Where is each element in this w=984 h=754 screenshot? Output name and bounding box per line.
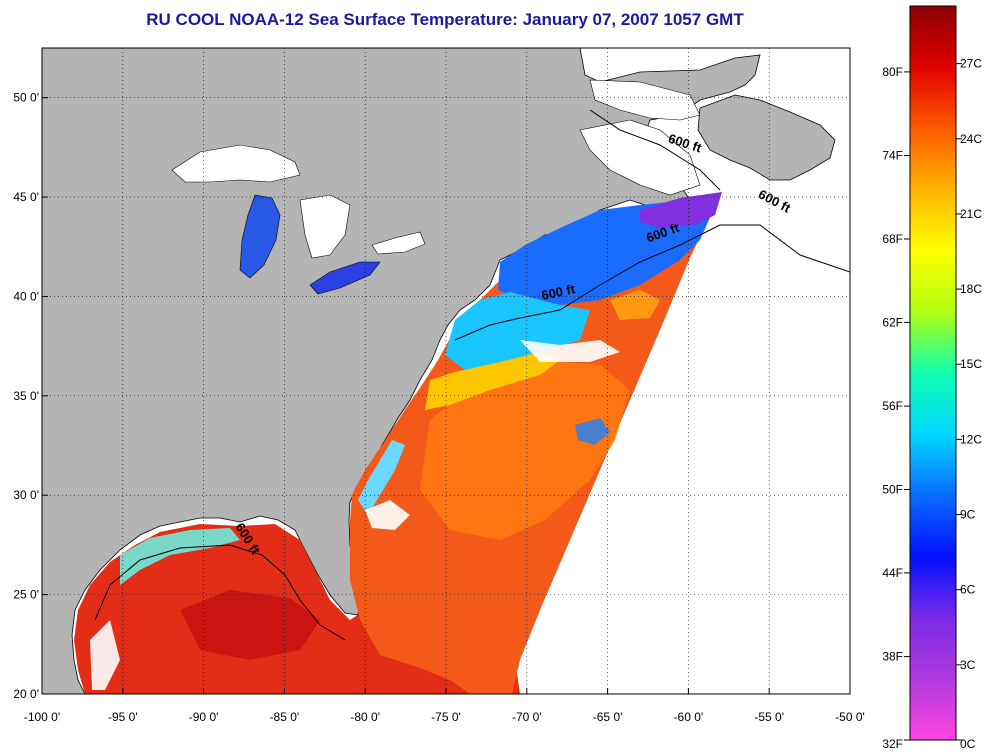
sst-slope-green	[425, 352, 560, 410]
lon-tick-label: -85 0'	[270, 710, 300, 724]
land-north-america	[42, 48, 761, 694]
land-newfoundland	[697, 94, 836, 181]
lake-michigan	[239, 194, 281, 279]
colorbar-f-label: 50F	[882, 482, 903, 496]
lon-tick-label: -50 0'	[835, 710, 865, 724]
colorbar-c-label: 24C	[960, 132, 982, 146]
sst-eddy-orange	[610, 290, 660, 320]
lake-huron	[299, 194, 351, 259]
sst-cloud-patch-1	[520, 340, 620, 362]
lat-tick-label: 45 0'	[13, 190, 39, 204]
hudson-bay-ice	[589, 79, 701, 121]
bathymetry-contour-600ft-stlawrence	[589, 109, 721, 191]
lon-tick-label: -75 0'	[431, 710, 461, 724]
lon-tick-label: -95 0'	[108, 710, 138, 724]
colorbar-c-label: 27C	[960, 57, 982, 71]
lake-superior	[171, 144, 301, 183]
colorbar-f-label: 56F	[882, 399, 903, 413]
colorbar-c-label: 12C	[960, 432, 982, 446]
sst-cloud-patch-3	[90, 620, 120, 690]
colorbar-f-label: 38F	[882, 650, 903, 664]
latitude-axis: 20 0' 25 0' 30 0' 35 0' 40 0' 45 0' 50 0'	[13, 91, 48, 701]
colorbar	[909, 5, 957, 741]
colorbar-c-label: 21C	[960, 207, 982, 221]
map-layers	[42, 48, 850, 694]
lon-tick-label: -100 0'	[24, 710, 60, 724]
colorbar-c-label: 0C	[960, 737, 976, 751]
bathymetry-contour-600ft-north	[454, 224, 850, 341]
lon-tick-label: -70 0'	[512, 710, 542, 724]
map-title: RU COOL NOAA-12 Sea Surface Temperature:…	[146, 10, 744, 29]
sst-blue-spot	[575, 418, 610, 445]
sst-warm-core	[420, 360, 630, 540]
lon-tick-label: -80 0'	[350, 710, 380, 724]
colorbar-c-label: 18C	[960, 282, 982, 296]
sst-cloud-patch-2	[365, 500, 410, 530]
colorbar-f-label: 68F	[882, 232, 903, 246]
lat-tick-label: 35 0'	[13, 389, 39, 403]
lon-tick-label: -60 0'	[674, 710, 704, 724]
lat-tick-label: 20 0'	[13, 687, 39, 701]
sst-nova-scotia-purple	[640, 192, 722, 228]
lake-ontario	[371, 231, 426, 255]
sst-gulf-coastal-cool	[120, 528, 240, 585]
sst-coastal-cool	[358, 440, 405, 515]
lon-tick-label: -90 0'	[189, 710, 219, 724]
lon-tick-label: -55 0'	[754, 710, 784, 724]
colorbar-f-label: 80F	[882, 65, 903, 79]
lake-erie	[309, 261, 381, 295]
colorbar-fahrenheit-labels: 32F 38F 44F 50F 56F 62F 68F 74F 80F	[882, 65, 910, 751]
colorbar-f-label: 62F	[882, 315, 903, 329]
colorbar-c-label: 9C	[960, 508, 976, 522]
colorbar-f-label: 32F	[882, 737, 903, 751]
contour-label-600ft: 600 ft	[540, 281, 577, 303]
sst-gulf-loop	[180, 590, 320, 660]
colorbar-c-label: 15C	[960, 357, 982, 371]
colorbar-c-label: 6C	[960, 583, 976, 597]
lat-tick-label: 50 0'	[13, 91, 39, 105]
colorbar-f-label: 44F	[882, 566, 903, 580]
lat-tick-label: 25 0'	[13, 588, 39, 602]
colorbar-f-label: 74F	[882, 149, 903, 163]
lon-tick-label: -65 0'	[593, 710, 623, 724]
lat-tick-label: 40 0'	[13, 289, 39, 303]
gulf-st-lawrence	[579, 119, 701, 196]
lat-tick-label: 30 0'	[13, 488, 39, 502]
colorbar-c-label: 3C	[960, 658, 976, 672]
bathymetry-contour-600ft-gulf	[94, 544, 346, 641]
longitude-axis: -100 0' -95 0' -90 0' -85 0' -80 0' -75 0' -70…	[24, 688, 865, 724]
colorbar-celsius-labels: 0C 3C 6C 9C 12C 15C 18C 21C 24C 27C	[956, 57, 982, 751]
